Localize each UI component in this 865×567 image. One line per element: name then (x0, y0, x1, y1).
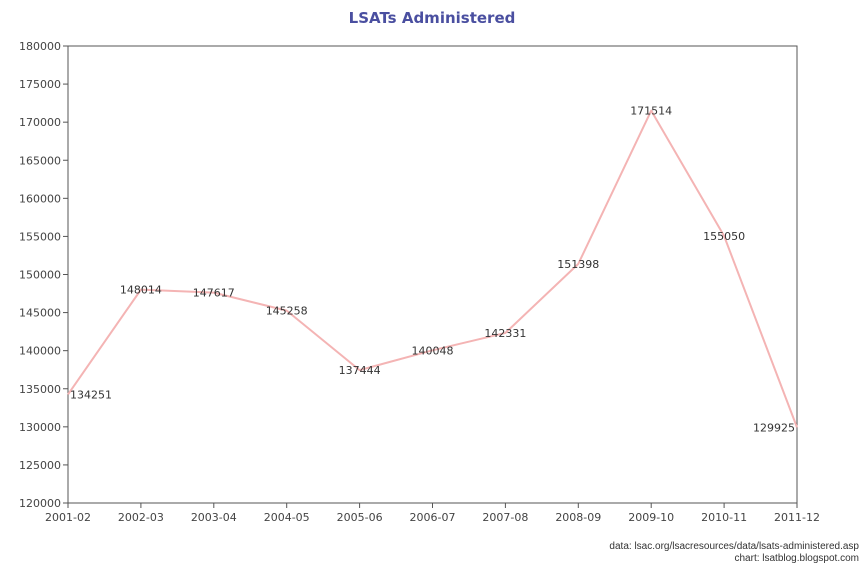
y-tick-label: 150000 (19, 269, 61, 282)
y-tick-label: 140000 (19, 345, 61, 358)
source-note: data: lsac.org/lsacresources/data/lsats-… (609, 541, 859, 552)
y-tick-label: 160000 (19, 192, 61, 205)
y-tick-label: 130000 (19, 421, 61, 434)
y-axis: 120000 125000 130000 135000 140000 145000 1500… (19, 40, 68, 510)
y-tick-label: 165000 (19, 154, 61, 167)
data-label: 171514 (630, 105, 672, 118)
x-tick-label: 2004-05 (264, 511, 310, 524)
x-tick-label: 2009-10 (628, 511, 674, 524)
series-line (67, 109, 798, 428)
data-label: 151398 (557, 258, 599, 271)
x-tick-label: 2006-07 (410, 511, 456, 524)
data-label: 145258 (266, 305, 308, 318)
data-label: 148014 (120, 284, 162, 297)
y-tick-label: 175000 (19, 78, 61, 91)
y-tick-label: 145000 (19, 307, 61, 320)
y-tick-label: 125000 (19, 459, 61, 472)
x-tick-label: 2008-09 (555, 511, 601, 524)
x-tick-label: 2005-06 (337, 511, 383, 524)
y-tick-label: 170000 (19, 116, 61, 129)
y-tick-label: 120000 (19, 497, 61, 510)
data-label: 140048 (412, 344, 454, 357)
x-tick-label: 2011-12 (774, 511, 820, 524)
y-tick-label: 135000 (19, 383, 61, 396)
data-label: 129925 (753, 421, 795, 434)
y-tick-label: 155000 (19, 230, 61, 243)
data-label: 142331 (484, 327, 526, 340)
x-axis: 2001-02 2002-03 2003-04 2004-05 2005-06 2006-… (45, 503, 820, 524)
data-label: 134251 (70, 388, 112, 401)
data-label: 137444 (339, 364, 381, 377)
x-tick-label: 2002-03 (118, 511, 164, 524)
y-tick-label: 180000 (19, 40, 61, 53)
x-tick-label: 2007-08 (482, 511, 528, 524)
chart-title: LSATs Administered (349, 9, 516, 27)
x-tick-label: 2001-02 (45, 511, 91, 524)
data-label: 155050 (703, 230, 745, 243)
x-tick-label: 2003-04 (191, 511, 237, 524)
chart-credit: chart: lsatblog.blogspot.com (734, 553, 859, 564)
plot-area-frame (67, 45, 798, 504)
x-tick-label: 2010-11 (701, 511, 747, 524)
data-label: 147617 (193, 287, 235, 300)
data-labels: 134251 148014 147617 145258 137444 140048 1423… (70, 105, 795, 435)
